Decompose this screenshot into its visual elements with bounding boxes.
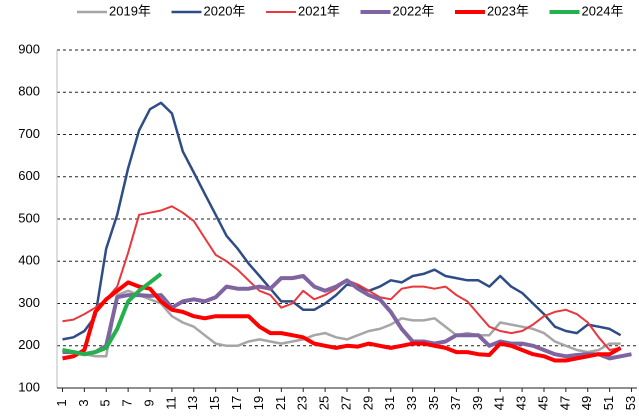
x-tick-label: 19 <box>251 396 266 410</box>
y-tick-label: 200 <box>18 337 40 352</box>
x-tick-label: 11 <box>163 396 178 410</box>
x-tick-label: 47 <box>557 396 572 410</box>
legend-label: 2021年 <box>298 3 340 18</box>
x-tick-label: 51 <box>601 396 616 410</box>
x-tick-label: 25 <box>317 396 332 410</box>
x-tick-label: 43 <box>514 396 529 410</box>
y-tick-label: 400 <box>18 253 40 268</box>
x-tick-label: 45 <box>535 396 550 410</box>
legend-label: 2023年 <box>487 3 529 18</box>
x-tick-label: 23 <box>295 396 310 410</box>
series-line <box>62 272 163 357</box>
x-tick-label: 35 <box>426 396 441 410</box>
x-tick-label: 1 <box>54 399 69 406</box>
legend-label: 2024年 <box>582 3 624 18</box>
x-tick-label: 9 <box>141 399 156 406</box>
x-tick-label: 41 <box>492 396 507 410</box>
y-tick-label: 900 <box>18 41 40 56</box>
legend-label: 2022年 <box>393 3 435 18</box>
x-tick-label: 33 <box>404 396 419 410</box>
x-tick-label: 37 <box>448 396 463 410</box>
x-tick-label: 53 <box>623 396 638 410</box>
y-tick-label: 800 <box>18 84 40 99</box>
x-tick-label: 13 <box>185 396 200 410</box>
x-tick-label: 3 <box>76 399 91 406</box>
y-tick-label: 700 <box>18 126 40 141</box>
legend-label: 2019年 <box>109 3 151 18</box>
x-tick-label: 31 <box>382 396 397 410</box>
series-line <box>62 205 621 351</box>
x-tick-label: 39 <box>470 396 485 410</box>
x-tick-label: 29 <box>360 396 375 410</box>
series-line <box>62 280 622 363</box>
y-tick-label: 300 <box>18 295 40 310</box>
x-tick-label: 21 <box>273 396 288 410</box>
x-tick-label: 49 <box>579 396 594 410</box>
x-tick-label: 5 <box>98 399 113 406</box>
x-tick-label: 17 <box>229 396 244 410</box>
y-tick-label: 500 <box>18 210 40 225</box>
y-tick-label: 600 <box>18 168 40 183</box>
y-tick-label: 100 <box>18 379 40 394</box>
x-tick-label: 27 <box>338 396 353 410</box>
x-tick-label: 7 <box>120 399 135 406</box>
x-tick-label: 15 <box>207 396 222 410</box>
series-line <box>62 101 622 341</box>
legend-label: 2020年 <box>204 3 246 18</box>
